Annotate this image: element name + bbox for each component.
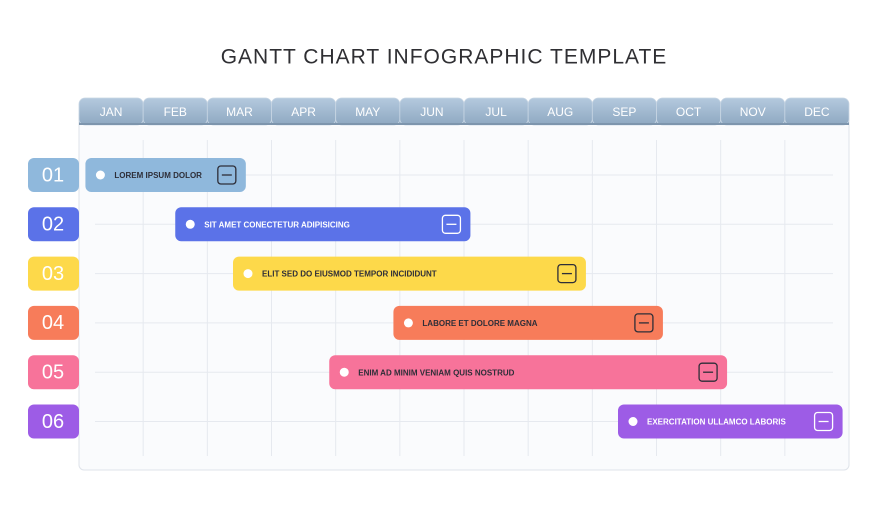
task-badge [28,256,79,291]
task-icon [634,313,654,333]
task-number: 06 [42,411,64,433]
task-number: 05 [42,361,64,383]
month-label: JUL [485,105,507,119]
month-label: JAN [100,105,123,119]
month-label: FEB [164,105,187,119]
task-icon [441,214,462,234]
task-icon [813,411,834,432]
task-name: ENIM AD MINIM VENIAM QUIS NOSTRUD [358,368,514,377]
header-shadow [79,123,849,125]
chart-title: GANTT CHART INFOGRAPHIC TEMPLATE [221,46,668,69]
month-label: AUG [547,105,573,119]
task-icon [557,263,577,284]
task-bar [618,404,843,439]
task-name: SIT AMET CONECTETUR ADIPISICING [204,220,350,229]
header: JAN FEB MAR APR MAY JUN JUL AUG SEP OCT NOV DEC [78,97,850,126]
task-bar [175,207,471,242]
month-label: SEP [612,105,636,119]
task-badge [28,158,79,192]
task-dot [403,318,413,328]
task-name: LOREM IPSUM DOLOR [114,171,202,180]
task-dot [628,417,638,426]
task-badge [28,404,79,439]
month-label: JUN [420,105,443,119]
month-label: APR [291,105,316,119]
task-dot [185,219,195,229]
task-dot [339,367,349,377]
task-badge [28,305,79,340]
task-number: 01 [42,164,64,186]
task-number: 03 [42,263,64,285]
task-dot [243,269,253,279]
task-bar [393,305,663,340]
task-icon [698,362,718,382]
task-bar [85,158,246,192]
month-label: MAY [355,105,380,119]
task-number: 04 [42,312,64,334]
task-name: EXERCITATION ULLAMCO LABORIS [647,418,786,427]
task-icon [217,165,237,185]
month-label: NOV [740,105,766,119]
task-badge [28,355,79,390]
month-label: DEC [804,105,830,119]
task-bar [329,355,728,390]
rows: 01 LOREM IPSUM DOLOR 02 SIT AMET CONECTETUR… [28,158,843,439]
task-bar [233,256,586,291]
task-dot [95,170,105,180]
month-label: MAR [226,105,253,119]
task-badge [28,207,79,242]
task-name: ELIT SED DO EIUSMOD TEMPOR INCIDIDUNT [262,270,437,279]
month-label: OCT [676,105,702,119]
task-name: LABORE ET DOLORE MAGNA [422,319,537,328]
task-number: 02 [42,214,64,236]
